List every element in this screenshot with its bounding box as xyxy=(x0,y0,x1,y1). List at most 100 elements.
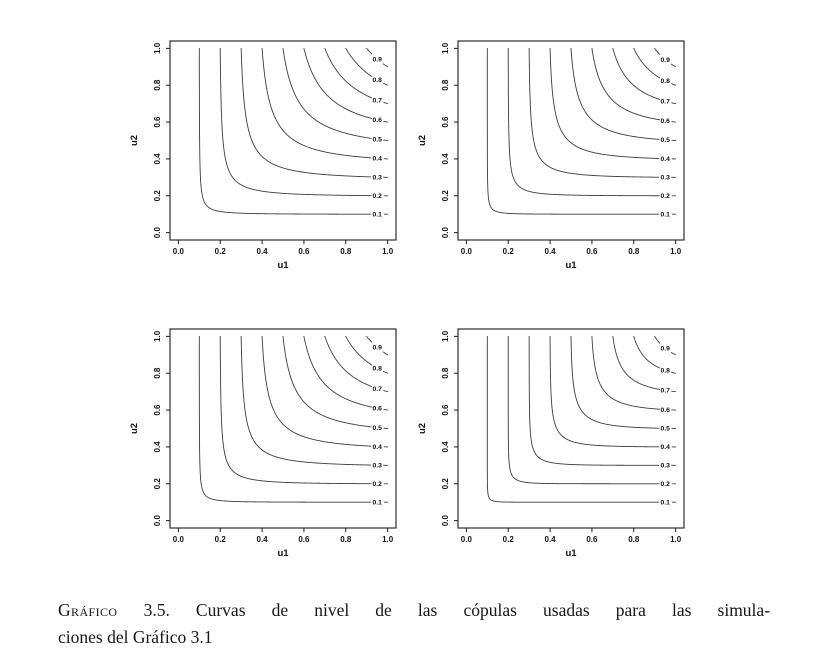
x-tick-label: 0.8 xyxy=(628,247,640,256)
contour-label-0.5: 0.5 xyxy=(660,426,670,433)
contour-curve-0.6 xyxy=(303,47,373,119)
contour-curve-0.8 xyxy=(633,335,661,369)
contour-label-0.7: 0.7 xyxy=(660,388,670,395)
contour-curve-0.8 xyxy=(671,83,677,86)
contour-curve-0.7 xyxy=(383,101,389,105)
y-tick-label: 0.4 xyxy=(441,441,450,453)
x-tick-label: 0.2 xyxy=(503,247,515,256)
contour-curve-0.5 xyxy=(282,47,372,139)
contour-label-0.2: 0.2 xyxy=(372,193,382,200)
contour-curve-0.2 xyxy=(219,47,372,197)
y-tick-label: 1.0 xyxy=(441,330,450,342)
y-tick-label: 0.6 xyxy=(441,116,450,128)
contour-curve-0.3 xyxy=(240,47,372,178)
contour-curve-0.2 xyxy=(507,335,660,485)
x-tick-label: 0.2 xyxy=(215,535,227,544)
x-tick-label: 0.0 xyxy=(461,535,473,544)
contour-label-0.4: 0.4 xyxy=(372,156,382,163)
contour-label-0.3: 0.3 xyxy=(372,174,382,181)
contour-curve-0.1 xyxy=(198,335,372,503)
contour-curve-0.9 xyxy=(670,63,677,68)
contour-curve-0.7 xyxy=(671,102,677,105)
contour-label-0.8: 0.8 xyxy=(372,77,382,84)
y-axis-label: u2 xyxy=(129,423,140,434)
plot-box xyxy=(169,40,397,241)
y-tick-label: 0.4 xyxy=(153,153,162,165)
contour-label-0.2: 0.2 xyxy=(660,193,670,200)
y-tick-label: 0.6 xyxy=(441,404,450,416)
x-tick-label: 0.8 xyxy=(340,535,352,544)
contour-label-0.9: 0.9 xyxy=(660,346,670,353)
contour-label-0.6: 0.6 xyxy=(660,118,670,125)
contour-curve-0.4 xyxy=(261,47,372,159)
contour-curve-0.9 xyxy=(654,335,661,344)
plot-box xyxy=(457,328,685,529)
contour-curve-0.1 xyxy=(486,47,660,215)
x-tick-label: 1.0 xyxy=(382,247,394,256)
contour-label-0.1: 0.1 xyxy=(660,212,670,219)
x-tick-label: 0.6 xyxy=(298,247,310,256)
contour-label-0.9: 0.9 xyxy=(372,56,382,63)
x-tick-label: 1.0 xyxy=(670,247,682,256)
y-tick-label: 0.4 xyxy=(441,153,450,165)
x-axis-label: u1 xyxy=(277,260,289,271)
contour-curve-0.8 xyxy=(345,47,373,77)
contour-plot-1: 0.0 0.2 0.4 0.6 0.8 1.0 0.0 0.2 0.4 0.6 0.8 1.0 u1 u2… xyxy=(129,40,397,271)
contour-label-0.4: 0.4 xyxy=(372,444,382,451)
plot-box xyxy=(169,328,397,529)
contour-curve-0.8 xyxy=(633,47,661,79)
y-axis-label: u2 xyxy=(417,423,428,434)
y-tick-label: 0.6 xyxy=(153,116,162,128)
x-tick-label: 0.0 xyxy=(173,247,185,256)
x-tick-label: 0.6 xyxy=(586,247,598,256)
contour-curve-0.7 xyxy=(324,335,373,387)
contour-label-0.6: 0.6 xyxy=(660,407,670,414)
x-tick-label: 1.0 xyxy=(382,535,394,544)
contour-curve-0.3 xyxy=(528,335,660,466)
contour-label-0.2: 0.2 xyxy=(660,481,670,488)
x-tick-label: 0.0 xyxy=(173,535,185,544)
contour-label-0.8: 0.8 xyxy=(372,366,382,373)
contour-curve-0.9 xyxy=(670,352,677,356)
contour-label-0.4: 0.4 xyxy=(660,156,670,163)
x-tick-label: 0.0 xyxy=(461,247,473,256)
contour-curve-0.3 xyxy=(240,335,372,466)
x-tick-label: 0.8 xyxy=(340,247,352,256)
contour-curve-0.7 xyxy=(383,390,389,393)
y-tick-label: 0.0 xyxy=(153,515,162,527)
contour-curve-0.7 xyxy=(612,335,661,390)
contour-curve-0.9 xyxy=(382,351,389,356)
y-tick-label: 0.8 xyxy=(441,367,450,379)
x-tick-label: 0.6 xyxy=(586,535,598,544)
contour-curve-0.6 xyxy=(383,120,389,123)
x-tick-label: 0.4 xyxy=(545,535,557,544)
figure-canvas: 0.0 0.2 0.4 0.6 0.8 1.0 0.0 0.2 0.4 0.6 0.8 1.0 u1 u2… xyxy=(129,40,685,559)
caption-line-2: ciones del Gráfico 3.1 xyxy=(58,627,213,647)
contour-curve-0.1 xyxy=(198,47,372,215)
contour-curve-0.9 xyxy=(366,47,373,55)
x-axis-label: u1 xyxy=(565,548,577,559)
contour-label-0.6: 0.6 xyxy=(372,117,382,124)
contour-label-0.1: 0.1 xyxy=(372,211,382,218)
contour-curve-0.6 xyxy=(591,335,661,410)
x-tick-label: 0.8 xyxy=(628,535,640,544)
plot-box xyxy=(457,40,685,241)
contour-curve-0.4 xyxy=(549,47,660,159)
y-tick-label: 0.0 xyxy=(153,227,162,239)
x-tick-label: 0.2 xyxy=(215,247,227,256)
contour-plot-3: 0.0 0.2 0.4 0.6 0.8 1.0 0.0 0.2 0.4 0.6 0.8 1.0 u1 u2… xyxy=(129,328,397,559)
contour-label-0.1: 0.1 xyxy=(372,499,382,506)
contour-label-0.7: 0.7 xyxy=(660,98,670,105)
contour-curve-0.8 xyxy=(383,370,389,374)
contour-curve-0.4 xyxy=(261,335,372,447)
x-tick-label: 1.0 xyxy=(670,535,682,544)
contour-label-0.8: 0.8 xyxy=(660,368,670,375)
caption-text-line1: Curvas de nivel de las cópulas usadas pa… xyxy=(195,600,771,620)
y-tick-label: 0.8 xyxy=(153,367,162,379)
x-axis-label: u1 xyxy=(277,548,289,559)
figure-caption: Gráfico 3.5. Curvas de nivel de las cópu… xyxy=(58,597,770,651)
x-tick-label: 0.4 xyxy=(257,535,269,544)
contour-label-0.1: 0.1 xyxy=(660,500,670,507)
contour-curve-0.9 xyxy=(654,47,661,55)
